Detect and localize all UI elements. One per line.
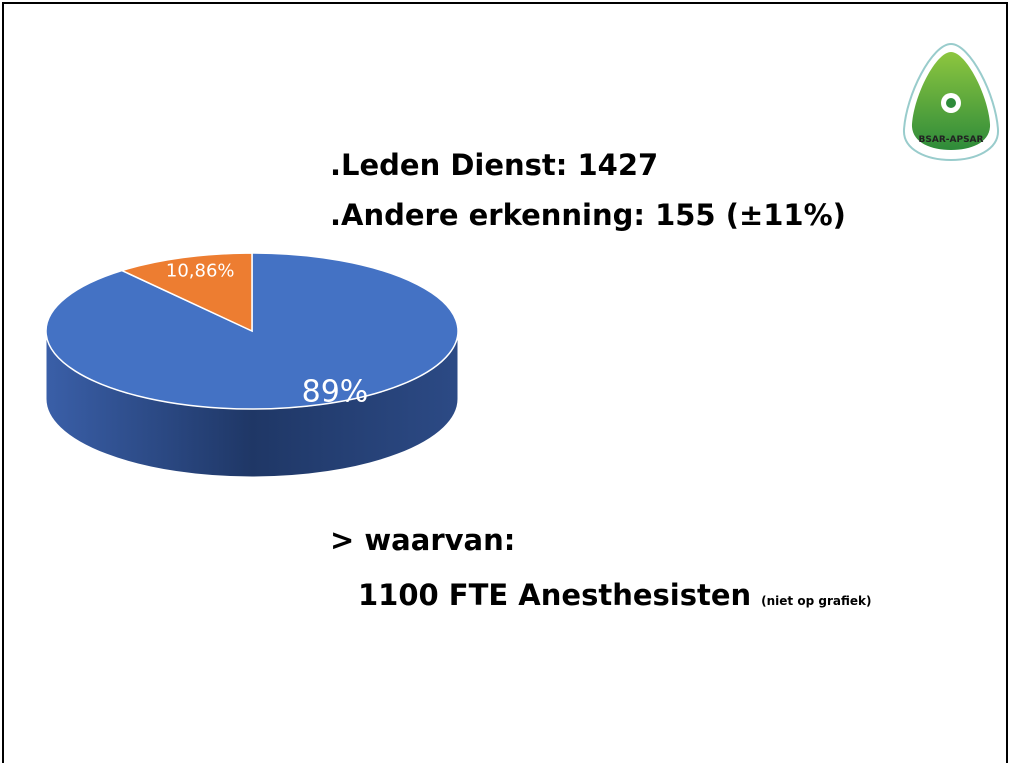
text-line: 1100 FTE Anesthesisten (niet op grafiek): [358, 578, 871, 612]
pie-slice: [119, 252, 253, 333]
data-label: 10,86%: [166, 261, 235, 282]
detail: 1100 FTE Anesthesisten: [358, 578, 751, 612]
logo-dot: [946, 98, 956, 108]
note: (niet op grafiek): [761, 594, 871, 608]
text-line: .Andere erkenning: 155 (±11%): [330, 198, 846, 232]
data-label: 89%: [302, 374, 369, 409]
text-line: .Leden Dienst: 1427: [330, 148, 658, 182]
text-line: > waarvan:: [330, 523, 515, 557]
logo-text: BSAR-APSAR: [919, 135, 984, 145]
pie: 89% 10,86%: [45, 252, 459, 478]
logo: BSAR-APSAR: [902, 42, 1000, 162]
